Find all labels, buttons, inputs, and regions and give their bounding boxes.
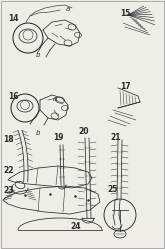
Text: 20: 20	[78, 127, 88, 136]
Text: 23: 23	[3, 186, 14, 195]
Text: 16: 16	[8, 92, 18, 101]
Text: 18: 18	[3, 135, 14, 144]
Text: 25: 25	[107, 185, 117, 194]
Text: b: b	[36, 52, 40, 58]
Text: 22: 22	[3, 166, 14, 175]
Text: 17: 17	[120, 82, 131, 91]
Text: 14: 14	[8, 14, 18, 23]
Text: 21: 21	[110, 133, 120, 142]
Text: 19: 19	[53, 133, 64, 142]
Text: a: a	[53, 96, 57, 102]
Text: a: a	[66, 6, 70, 12]
Text: b: b	[36, 130, 40, 136]
Text: 24: 24	[70, 222, 81, 231]
Text: 15: 15	[120, 9, 130, 18]
